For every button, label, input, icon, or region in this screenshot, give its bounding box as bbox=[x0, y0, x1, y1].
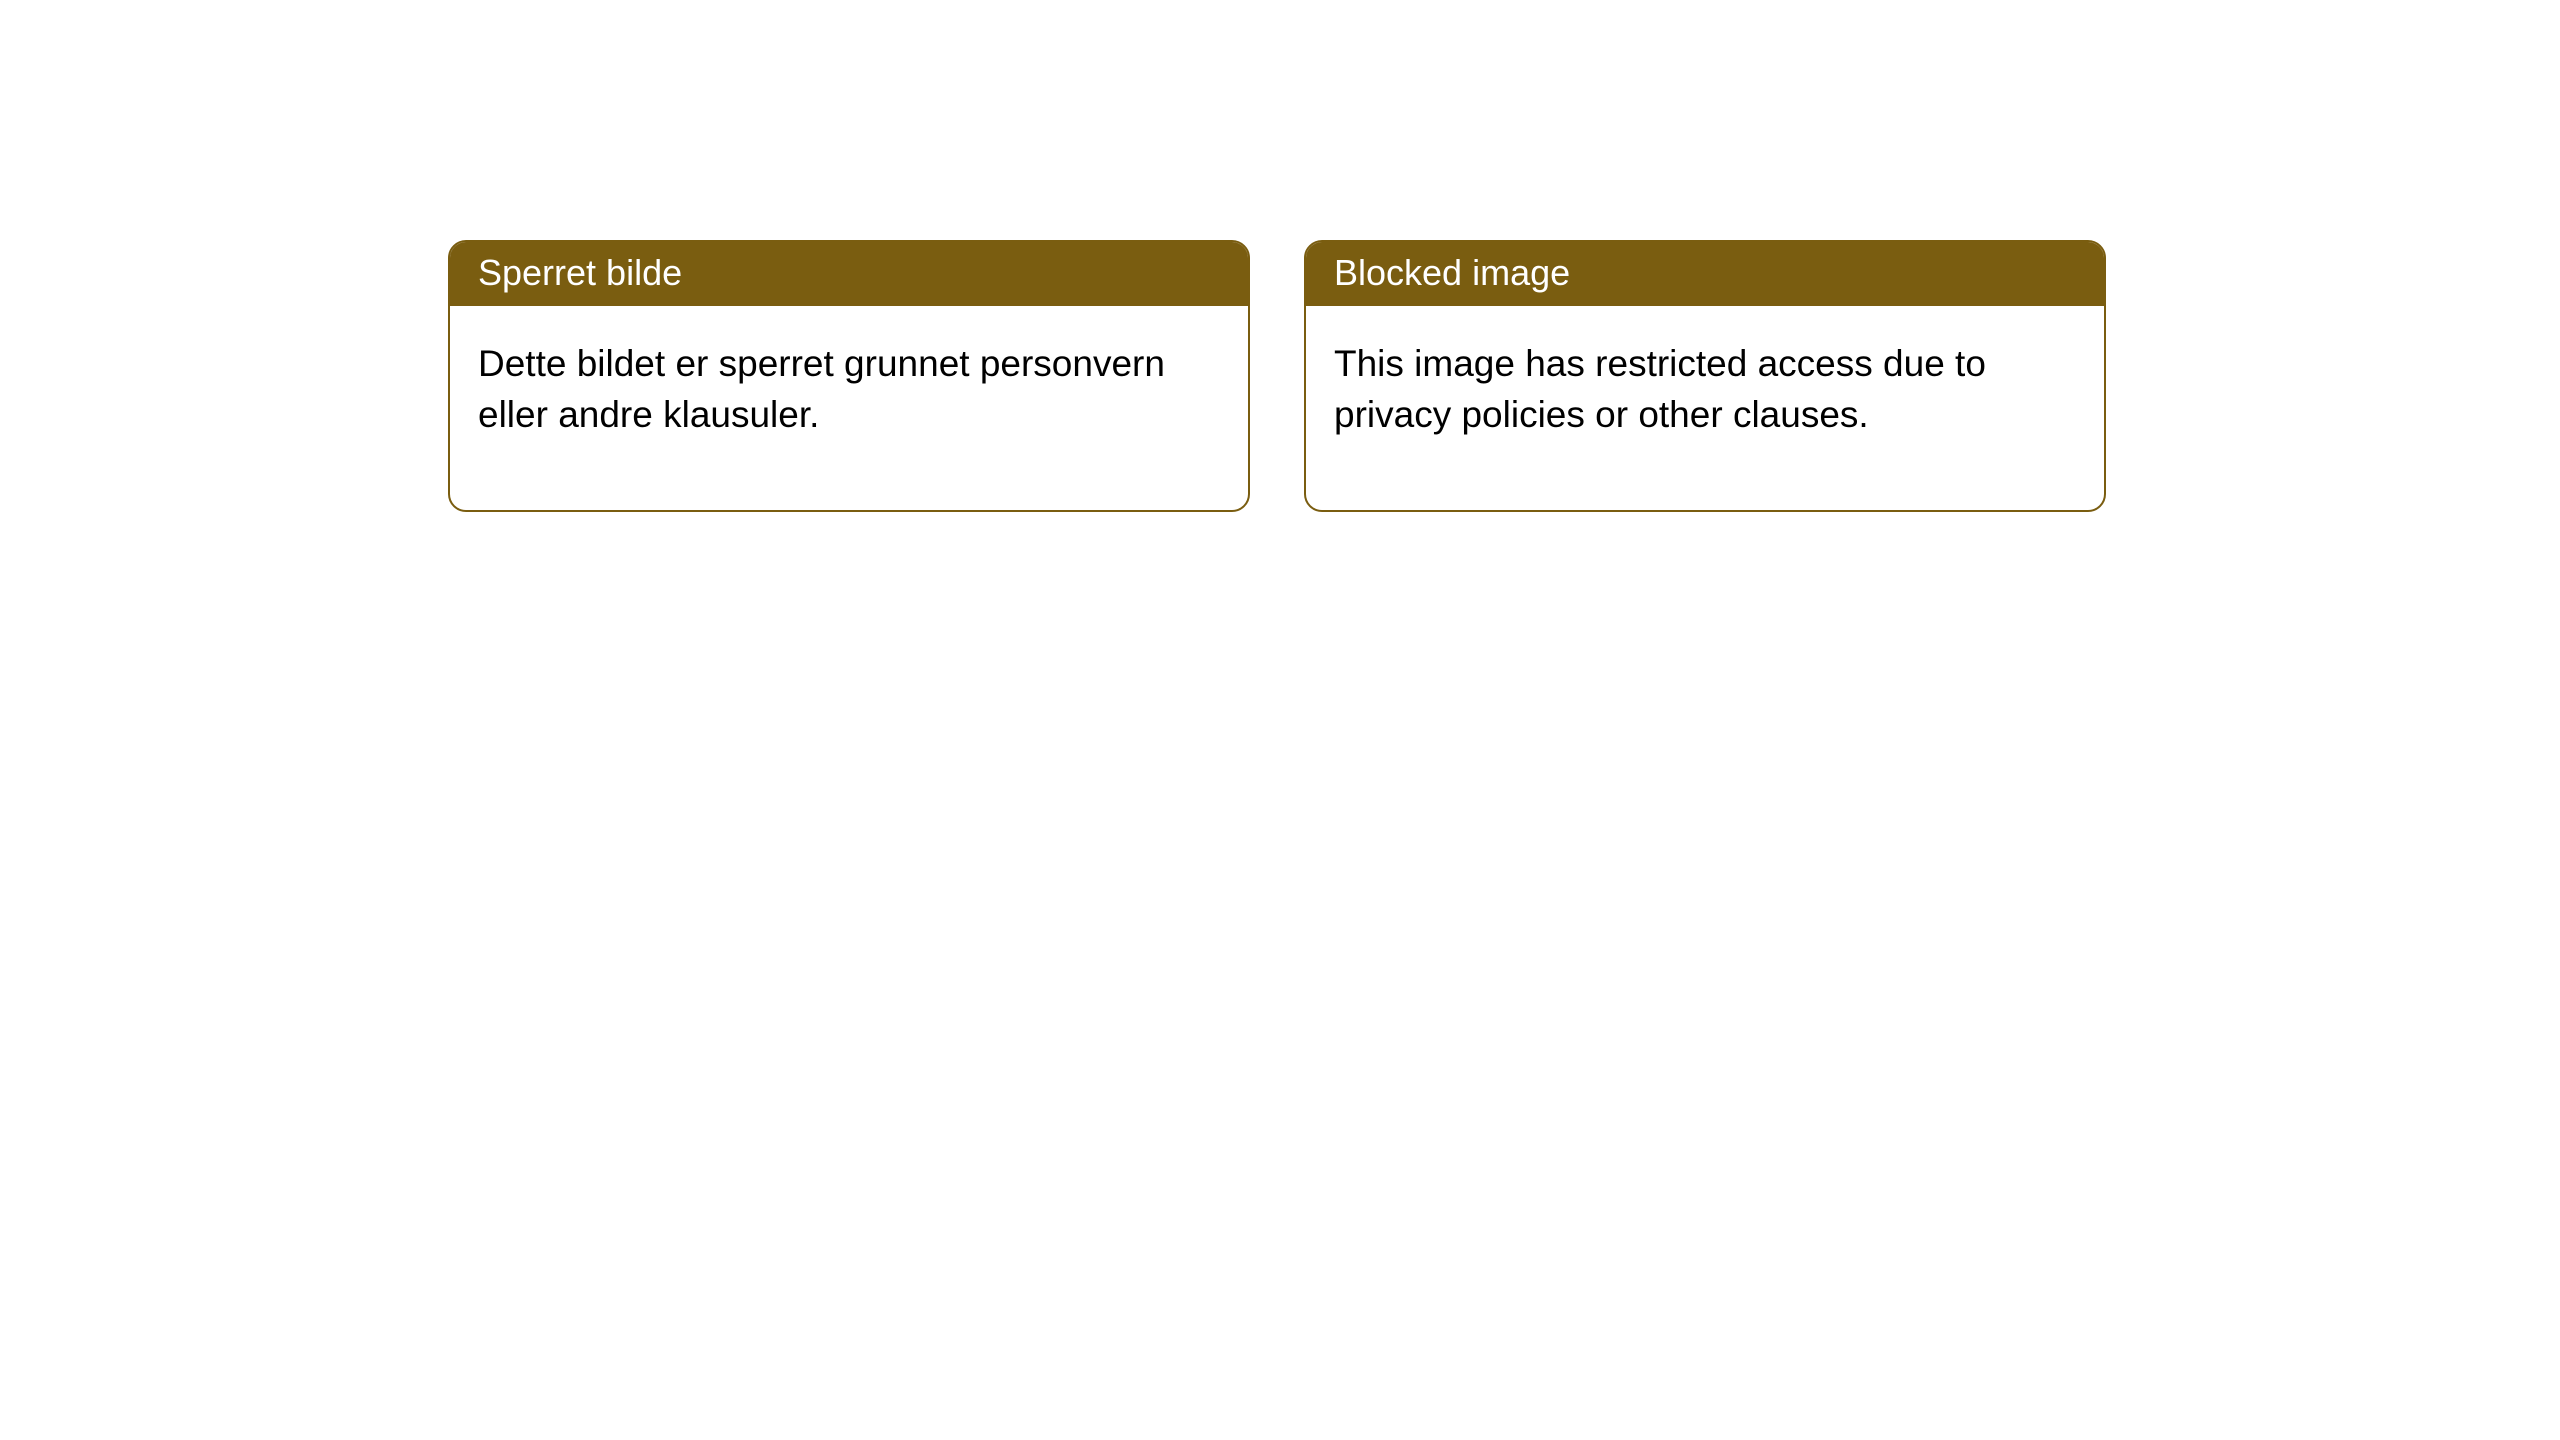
notice-header: Blocked image bbox=[1306, 242, 2104, 306]
notice-container: Sperret bilde Dette bildet er sperret gr… bbox=[0, 0, 2560, 512]
notice-box-english: Blocked image This image has restricted … bbox=[1304, 240, 2106, 512]
notice-body: Dette bildet er sperret grunnet personve… bbox=[450, 306, 1248, 510]
notice-box-norwegian: Sperret bilde Dette bildet er sperret gr… bbox=[448, 240, 1250, 512]
notice-header: Sperret bilde bbox=[450, 242, 1248, 306]
notice-body: This image has restricted access due to … bbox=[1306, 306, 2104, 510]
